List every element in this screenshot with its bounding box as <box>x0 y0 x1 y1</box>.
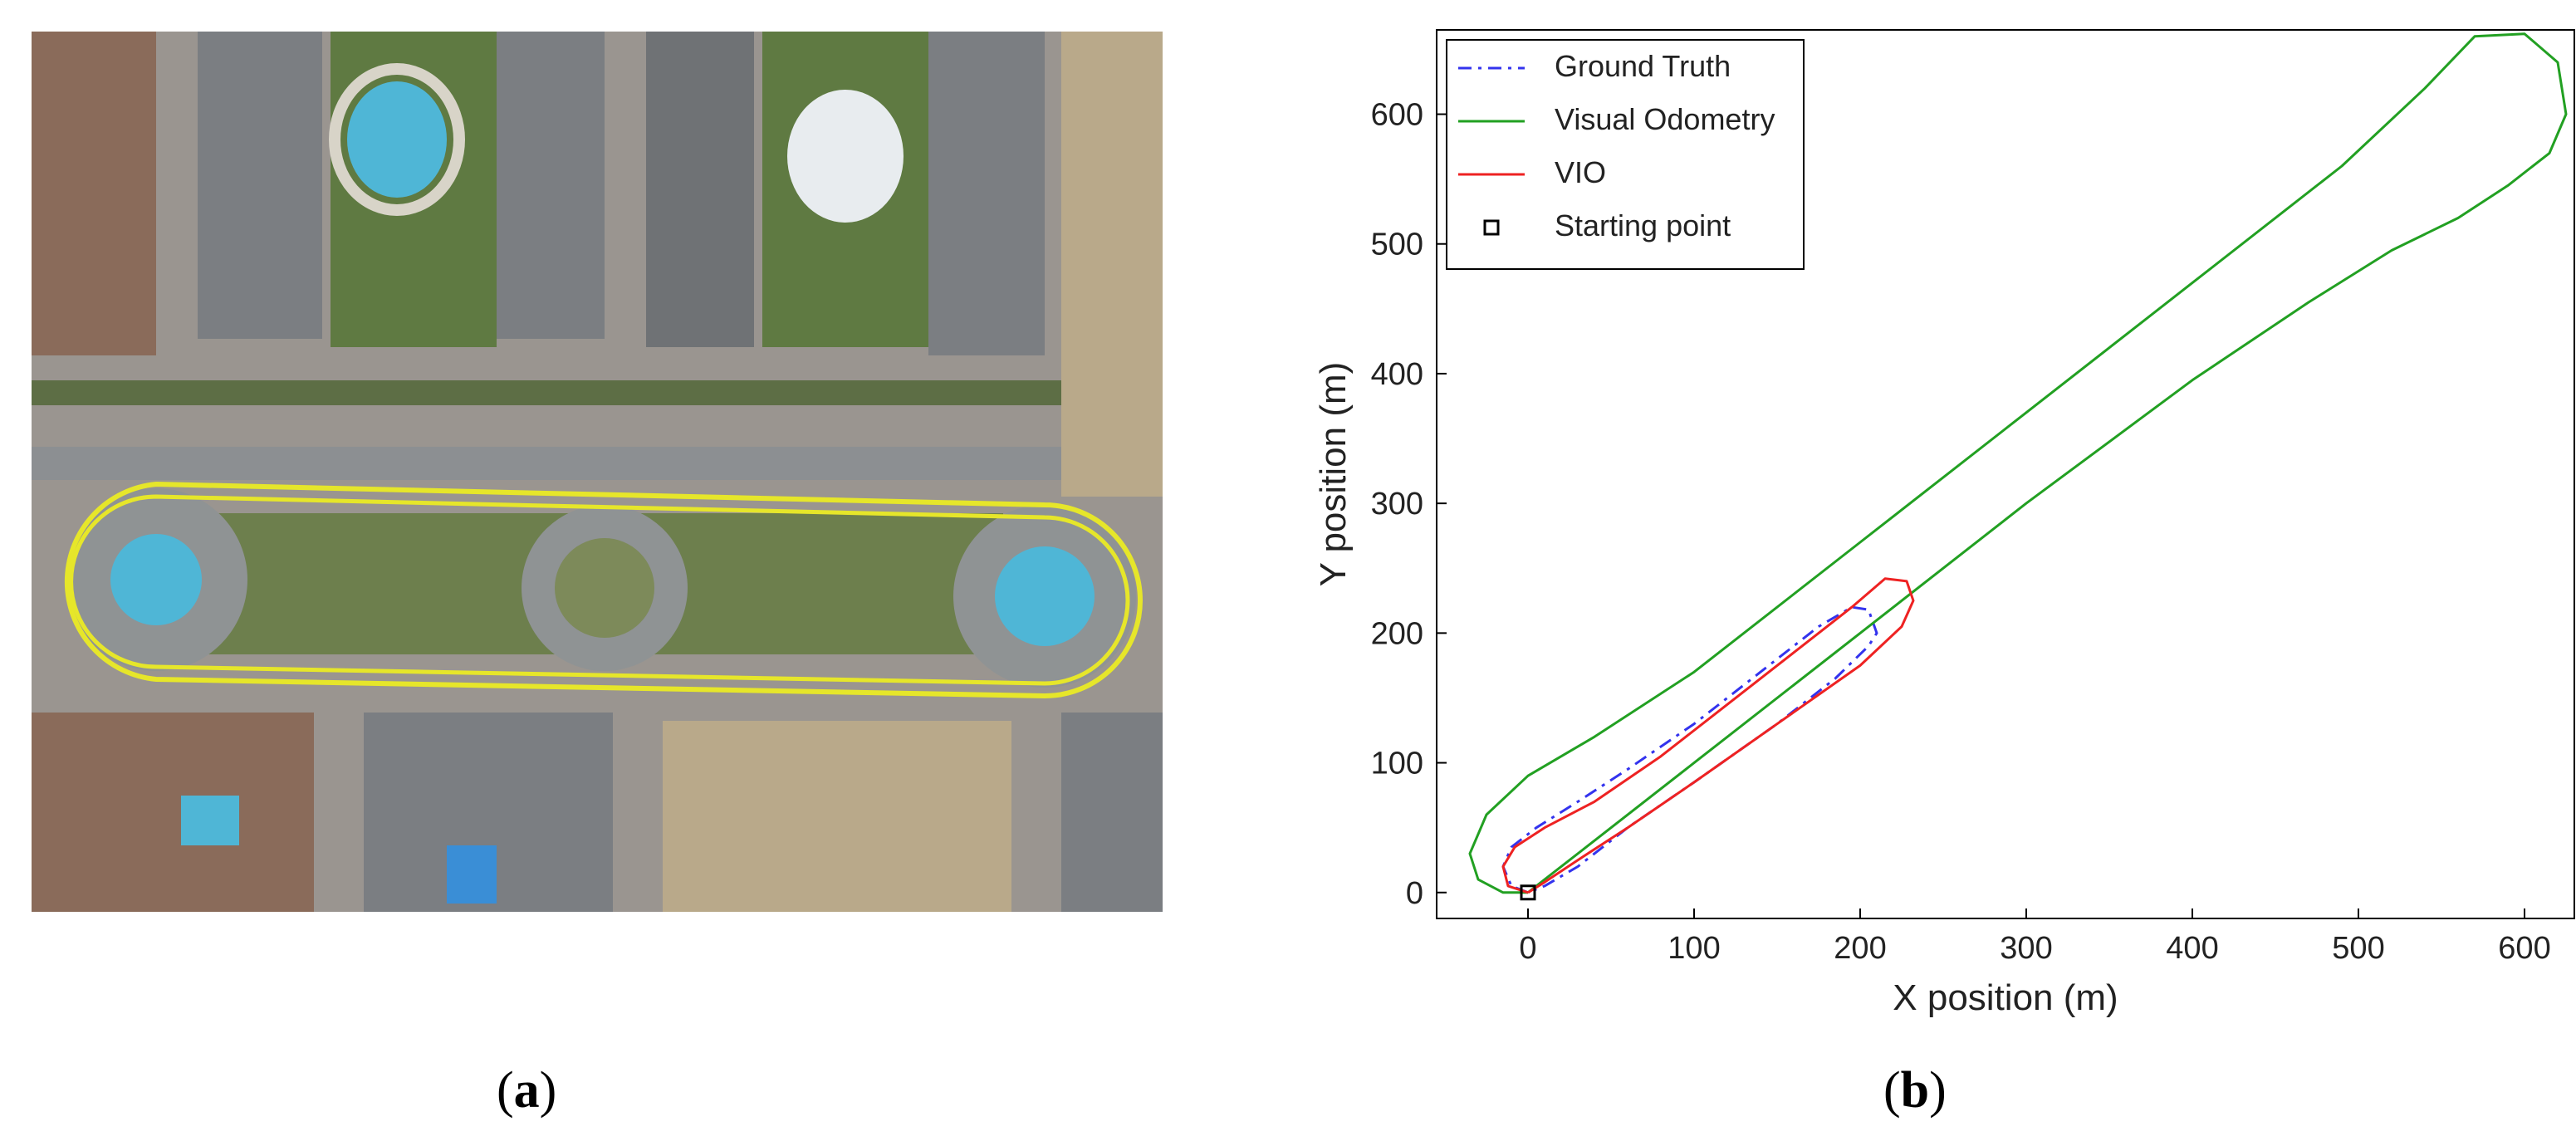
aerial-map-image <box>32 32 1163 912</box>
building-block-3 <box>497 32 605 339</box>
y-axis-title: Y position (m) <box>1313 362 1354 587</box>
y-tick-label: 500 <box>1371 228 1423 262</box>
sand-lot-bottom <box>663 721 1011 912</box>
x-tick-label: 200 <box>1834 931 1886 966</box>
tree-row-1 <box>32 380 1061 405</box>
trajectory-chart-panel: 0 100 200 300 400 500 600 0 100 200 300 400 500 600 X… <box>1279 17 2576 1046</box>
starting-point-marker <box>1520 884 1536 901</box>
legend-entry-label: Starting point <box>1555 208 1731 242</box>
y-tick-label: 100 <box>1371 747 1423 781</box>
legend-box <box>1446 39 1805 270</box>
dome <box>787 90 904 223</box>
y-tick-label: 600 <box>1371 98 1423 133</box>
label-b-letter: b <box>1900 1062 1930 1119</box>
x-tick-label: 300 <box>2000 931 2052 966</box>
legend-swatch <box>1483 219 1500 236</box>
series-line-visual-odometry <box>1468 32 2568 894</box>
subfigure-label-a: (a) <box>497 1061 556 1120</box>
legend-entry-label: Visual Odometry <box>1555 102 1775 136</box>
pool-1-deck <box>329 63 465 216</box>
sand-lot-top <box>1061 32 1163 497</box>
y-tick-label: 200 <box>1371 616 1423 651</box>
route-path-inner <box>69 494 1130 686</box>
pool-3 <box>447 845 497 904</box>
aerial-map-panel <box>32 32 1163 912</box>
pool-1 <box>347 81 447 198</box>
x-tick-label: 500 <box>2332 931 2384 966</box>
pool-2 <box>181 796 239 845</box>
legend-entry-label: VIO <box>1555 155 1606 189</box>
label-b-close: ) <box>1929 1062 1947 1119</box>
x-tick-label: 600 <box>2498 931 2550 966</box>
legend-entry-label: Ground Truth <box>1555 49 1731 83</box>
route-path-outer <box>64 481 1143 699</box>
x-tick-label: 0 <box>1519 931 1536 966</box>
building-block-1 <box>32 32 156 355</box>
subfigure-label-b: (b) <box>1883 1061 1947 1120</box>
x-tick-label: 400 <box>2166 931 2218 966</box>
parking-row <box>32 447 1061 480</box>
building-block-5 <box>928 32 1045 355</box>
trajectory-chart: 0 100 200 300 400 500 600 0 100 200 300 400 500 600 X… <box>1313 29 2575 1018</box>
building-block-8 <box>1061 713 1163 912</box>
legend: Ground Truth Visual Odometry VIO Starting p… <box>1446 39 1805 270</box>
x-axis-title: X position (m) <box>1893 977 2118 1018</box>
y-tick-label: 300 <box>1371 487 1423 522</box>
label-a-letter: a <box>513 1062 540 1119</box>
x-tick-label: 100 <box>1668 931 1720 966</box>
building-block-4 <box>646 32 754 347</box>
label-a-open: ( <box>497 1062 514 1119</box>
label-b-open: ( <box>1883 1062 1901 1119</box>
y-tick-label: 0 <box>1406 876 1423 911</box>
plot-frame <box>1436 29 2575 919</box>
fountain-right <box>995 546 1095 646</box>
fountain-left <box>110 534 202 625</box>
y-tick-label: 400 <box>1371 357 1423 392</box>
building-block-6 <box>32 713 314 912</box>
building-block-2 <box>198 32 322 339</box>
roundabout-center-island <box>555 538 654 638</box>
series-line-ground-truth <box>1501 605 1878 894</box>
label-a-close: ) <box>539 1062 557 1119</box>
series-line-vio <box>1501 577 1915 894</box>
